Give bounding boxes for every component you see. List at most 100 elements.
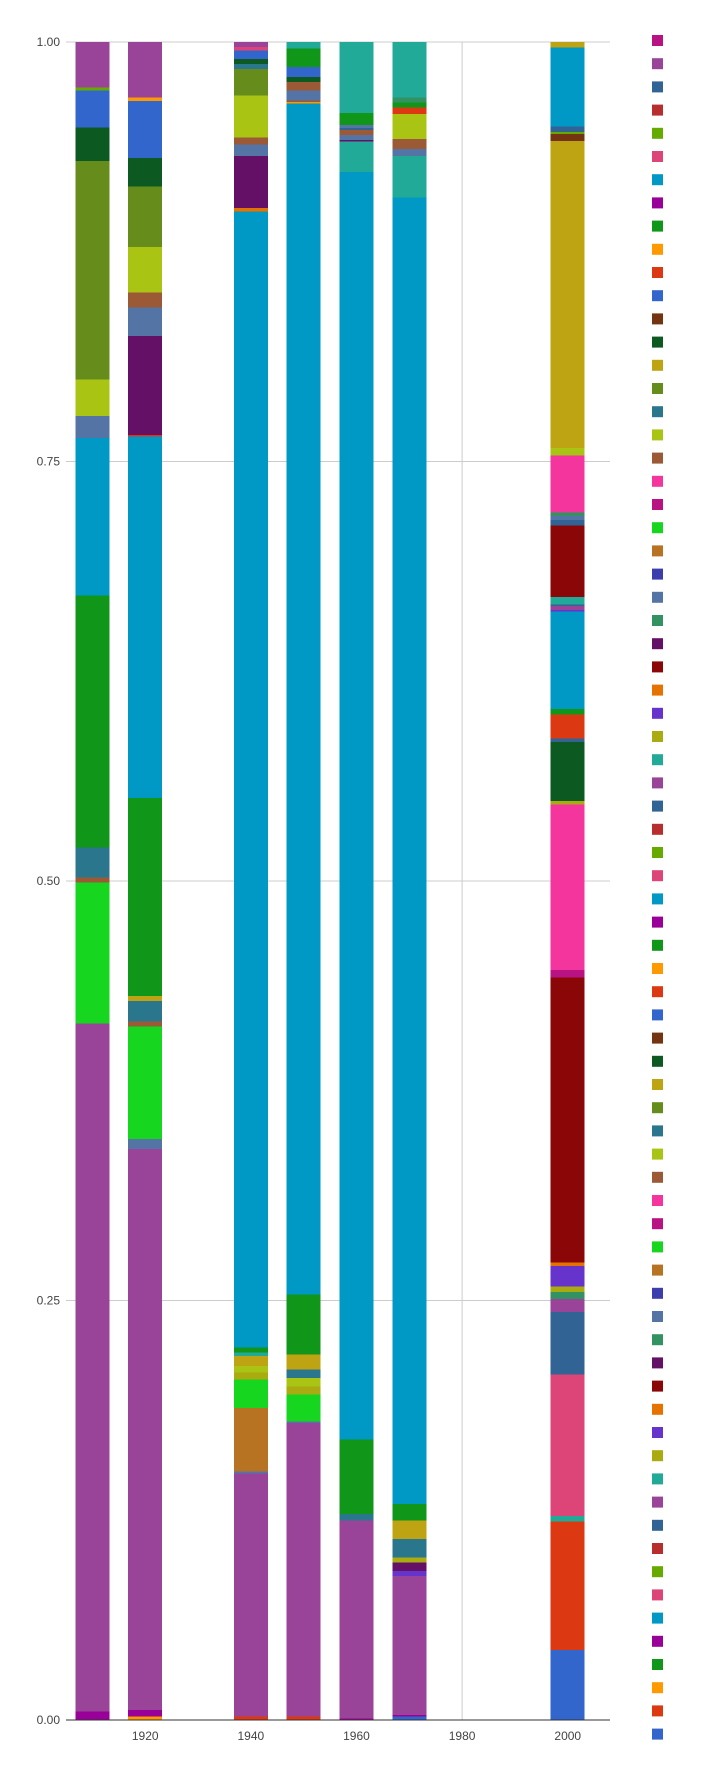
- legend-swatch[interactable]: [652, 1195, 663, 1206]
- legend-swatch[interactable]: [652, 823, 663, 835]
- bar-segment[interactable]: [233, 1407, 268, 1472]
- bar-segment[interactable]: [550, 1311, 585, 1375]
- bar-segment[interactable]: [286, 1423, 321, 1717]
- bar-segment[interactable]: [128, 100, 163, 158]
- bar-segment[interactable]: [286, 102, 321, 104]
- bar-segment[interactable]: [128, 435, 163, 437]
- bar-segment[interactable]: [286, 48, 321, 68]
- legend-swatch[interactable]: [652, 1311, 663, 1322]
- bar-segment[interactable]: [550, 801, 585, 805]
- legend-swatch[interactable]: [652, 383, 663, 394]
- bar-segment[interactable]: [550, 448, 585, 456]
- bar-segment[interactable]: [339, 1520, 374, 1719]
- bar-segment[interactable]: [128, 1138, 163, 1149]
- bar-segment[interactable]: [339, 1439, 374, 1514]
- bar-segment[interactable]: [339, 42, 374, 113]
- legend-swatch[interactable]: [652, 1287, 663, 1299]
- bar-segment[interactable]: [75, 379, 110, 417]
- bar-segment[interactable]: [286, 1294, 321, 1355]
- bar-segment[interactable]: [286, 42, 321, 49]
- bar-segment[interactable]: [392, 1557, 427, 1563]
- legend-swatch[interactable]: [652, 916, 663, 928]
- legend-swatch[interactable]: [652, 1496, 663, 1508]
- legend-swatch[interactable]: [652, 174, 663, 186]
- legend-swatch[interactable]: [652, 1659, 663, 1670]
- bar-segment[interactable]: [233, 211, 268, 1348]
- bar-segment[interactable]: [286, 82, 321, 91]
- bar-segment[interactable]: [233, 42, 268, 48]
- bar-segment[interactable]: [550, 525, 585, 598]
- bar-segment[interactable]: [339, 112, 374, 125]
- bar-segment[interactable]: [550, 141, 585, 449]
- legend-swatch[interactable]: [652, 151, 663, 162]
- bar-segment[interactable]: [392, 42, 427, 98]
- bar-segment[interactable]: [128, 186, 163, 247]
- bar-segment[interactable]: [392, 197, 427, 1504]
- bar-segment[interactable]: [550, 132, 585, 134]
- bar-segment[interactable]: [550, 126, 585, 133]
- legend-swatch[interactable]: [652, 1450, 663, 1462]
- bar-segment[interactable]: [392, 102, 427, 108]
- legend-swatch[interactable]: [652, 847, 663, 858]
- bar-segment[interactable]: [128, 996, 163, 1002]
- bar-segment[interactable]: [339, 1513, 374, 1521]
- bar-segment[interactable]: [286, 1354, 321, 1370]
- bar-segment[interactable]: [233, 1372, 268, 1380]
- legend-swatch[interactable]: [652, 522, 663, 534]
- bar-segment[interactable]: [392, 149, 427, 156]
- bar-segment[interactable]: [392, 1716, 427, 1720]
- bar-segment[interactable]: [233, 95, 268, 138]
- bar-segment[interactable]: [75, 416, 110, 439]
- bar-segment[interactable]: [339, 1718, 374, 1720]
- legend-swatch[interactable]: [652, 58, 663, 70]
- bar-segment[interactable]: [550, 609, 585, 612]
- legend-swatch[interactable]: [652, 127, 663, 139]
- bar-segment[interactable]: [233, 1365, 268, 1373]
- bar-segment[interactable]: [550, 1515, 585, 1522]
- bar-segment[interactable]: [233, 63, 268, 69]
- bar-segment[interactable]: [339, 128, 374, 130]
- bar-segment[interactable]: [128, 246, 163, 293]
- bar-segment[interactable]: [392, 114, 427, 140]
- legend-swatch[interactable]: [652, 475, 663, 487]
- bar-segment[interactable]: [550, 742, 585, 802]
- bar-segment[interactable]: [286, 1421, 321, 1424]
- bar-segment[interactable]: [75, 161, 110, 380]
- legend-swatch[interactable]: [652, 1264, 663, 1276]
- bar-segment[interactable]: [233, 1355, 268, 1366]
- bar-segment[interactable]: [128, 1709, 163, 1717]
- bar-segment[interactable]: [550, 970, 585, 978]
- bar-segment[interactable]: [233, 1347, 268, 1353]
- legend-swatch[interactable]: [652, 754, 663, 766]
- legend-swatch[interactable]: [652, 1357, 663, 1369]
- legend-swatch[interactable]: [652, 452, 663, 464]
- legend-swatch[interactable]: [652, 1473, 663, 1485]
- bar-segment[interactable]: [286, 100, 321, 103]
- legend-swatch[interactable]: [652, 568, 663, 580]
- bar-segment[interactable]: [128, 1001, 163, 1022]
- bar-segment[interactable]: [550, 1262, 585, 1267]
- bar-segment[interactable]: [128, 1716, 163, 1720]
- bar-segment[interactable]: [392, 139, 427, 150]
- legend-swatch[interactable]: [652, 615, 663, 626]
- bar-segment[interactable]: [233, 144, 268, 157]
- bar-segment[interactable]: [550, 1299, 585, 1312]
- bar-segment[interactable]: [75, 87, 110, 91]
- bar-segment[interactable]: [233, 1471, 268, 1474]
- bar-segment[interactable]: [128, 42, 163, 98]
- bar-segment[interactable]: [75, 882, 110, 1024]
- bar-segment[interactable]: [392, 1714, 427, 1717]
- bar-segment[interactable]: [550, 597, 585, 605]
- bar-segment[interactable]: [75, 127, 110, 162]
- legend-swatch[interactable]: [652, 1612, 663, 1624]
- legend-swatch[interactable]: [652, 336, 663, 348]
- legend-swatch[interactable]: [652, 81, 663, 93]
- bar-segment[interactable]: [550, 1374, 585, 1516]
- bar-segment[interactable]: [550, 1291, 585, 1300]
- bar-segment[interactable]: [392, 1562, 427, 1571]
- bar-segment[interactable]: [392, 1570, 427, 1576]
- bar-segment[interactable]: [550, 47, 585, 127]
- legend-swatch[interactable]: [652, 197, 663, 209]
- legend-swatch[interactable]: [652, 1125, 663, 1137]
- legend-swatch[interactable]: [652, 1682, 663, 1694]
